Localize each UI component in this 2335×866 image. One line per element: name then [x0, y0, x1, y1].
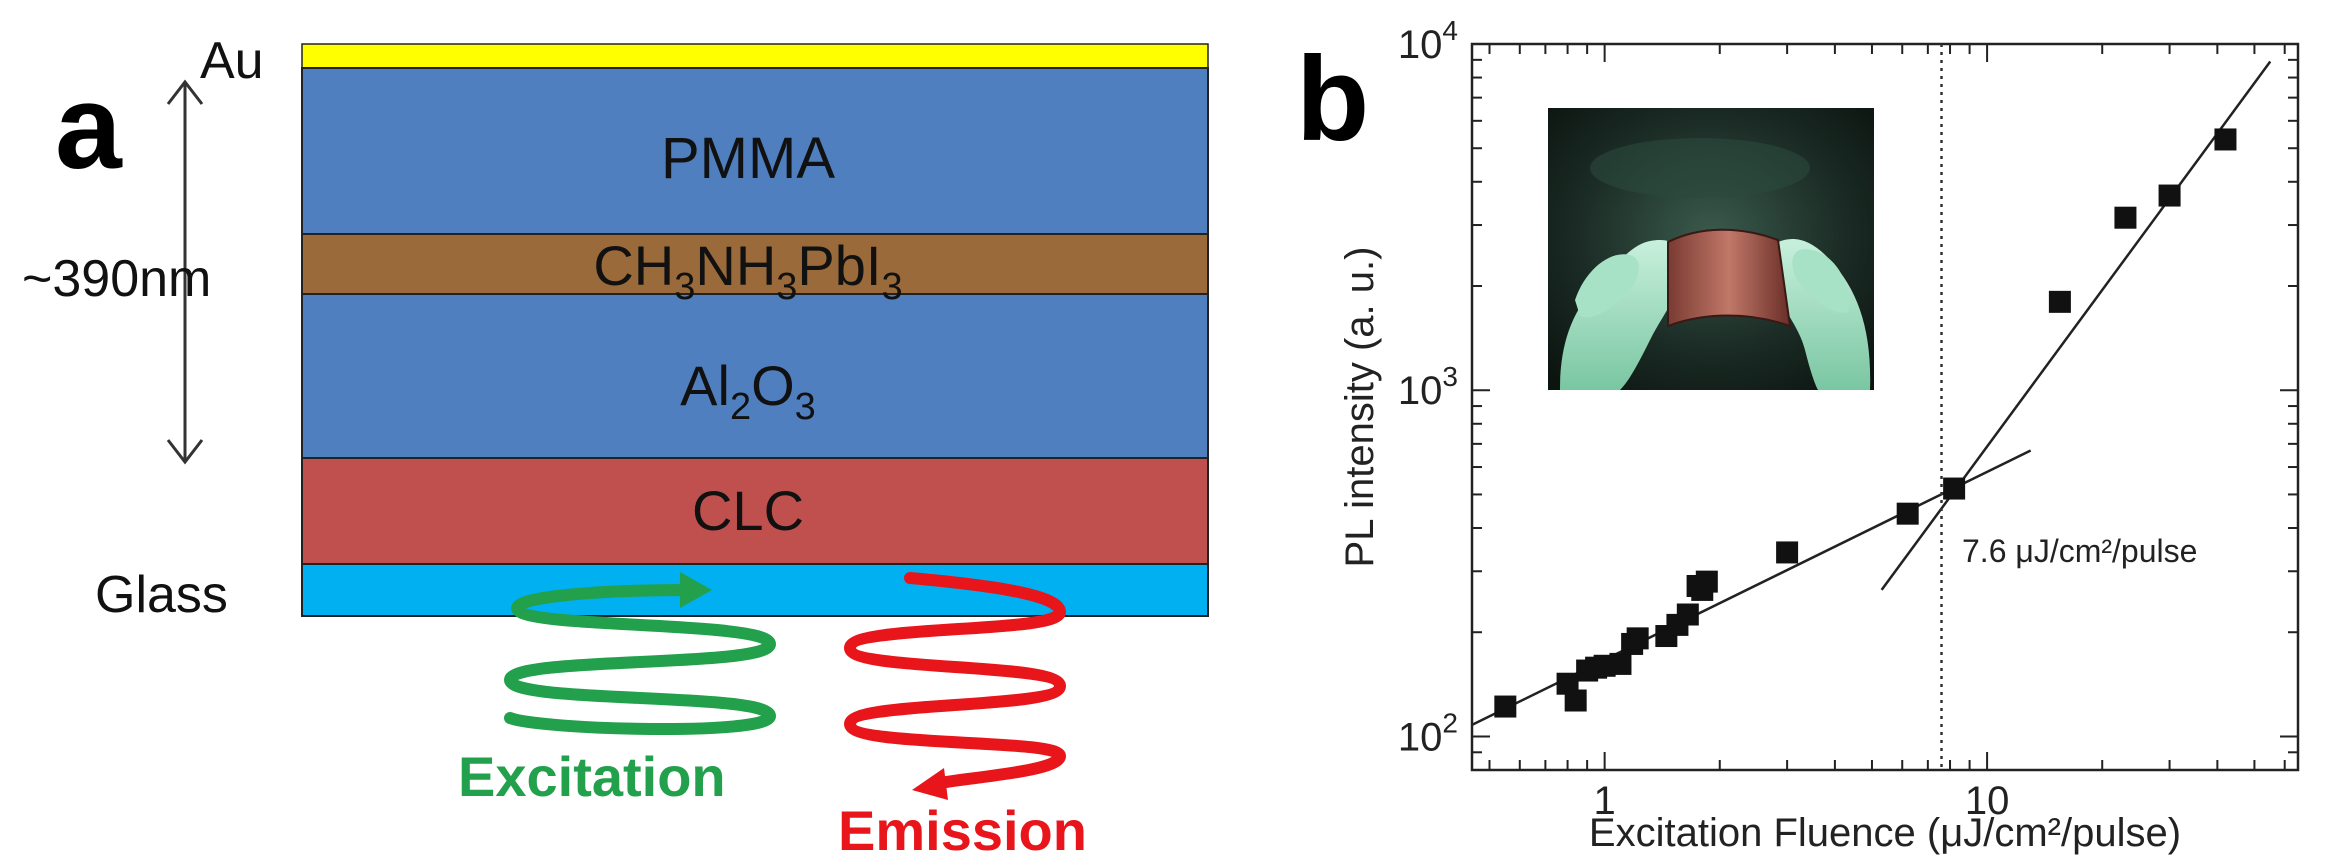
data-point	[1564, 689, 1587, 712]
data-point	[1609, 652, 1632, 675]
data-point	[1896, 502, 1919, 525]
data-points	[1494, 128, 2237, 718]
excitation-wave	[503, 572, 777, 736]
x-tick-label: 10	[1965, 779, 2010, 823]
excitation-label: Excitation	[458, 745, 726, 808]
y-tick-label: 102	[1398, 707, 1458, 759]
label-au: Au	[200, 32, 264, 90]
x-tick-label: 1	[1594, 779, 1616, 823]
label-glass: Glass	[95, 566, 228, 624]
label-al2o3: Al2O3	[680, 354, 816, 428]
label-pmma: PMMA	[661, 126, 835, 191]
thickness-arrow	[166, 79, 204, 465]
data-point	[1626, 627, 1649, 650]
panel-b-chart: b 1 10 102 103 104 7.6 μJ/cm²/pulse Excitati…	[1296, 15, 2300, 855]
layer-al2o3	[301, 293, 1209, 459]
panel-a-letter: a	[55, 60, 123, 194]
x-axis-label: Excitation Fluence (μJ/cm²/pulse)	[1589, 811, 2181, 855]
layer-pmma	[301, 67, 1209, 235]
data-point	[1556, 672, 1579, 695]
threshold-label: 7.6 μJ/cm²/pulse	[1962, 533, 2197, 569]
data-point	[1494, 695, 1517, 718]
panel-a-device-stack: a Au PMMA CH3NH3PbI3 Al2O3 CLC Glass ~39…	[22, 32, 1209, 862]
emission-label: Emission	[838, 799, 1087, 862]
thickness-label: ~390nm	[22, 250, 211, 308]
data-point	[1776, 541, 1799, 564]
emission-wave	[843, 572, 1067, 800]
layer-au	[301, 43, 1209, 69]
y-tick-label: 104	[1398, 15, 1458, 67]
layer-clc	[301, 457, 1209, 565]
data-point	[2048, 290, 2071, 313]
layer-glass	[301, 563, 1209, 617]
inset-photo	[1548, 108, 1874, 390]
data-point	[2114, 206, 2137, 229]
tick-labels: 1 10 102 103 104	[1398, 15, 2009, 823]
layer-perovskite	[301, 233, 1209, 295]
data-point	[1943, 477, 1966, 500]
label-perovskite: CH3NH3PbI3	[593, 234, 902, 308]
data-point	[1695, 570, 1718, 593]
label-clc: CLC	[692, 479, 804, 542]
axis-ticks	[1472, 43, 2298, 771]
data-point	[2158, 184, 2181, 207]
panel-b-letter: b	[1296, 32, 1369, 166]
data-point	[2214, 128, 2237, 151]
fit-line	[1880, 60, 2272, 591]
y-tick-label: 103	[1398, 361, 1458, 413]
y-axis-label: PL intensity (a. u.)	[1338, 247, 1382, 568]
data-point	[1676, 603, 1699, 626]
